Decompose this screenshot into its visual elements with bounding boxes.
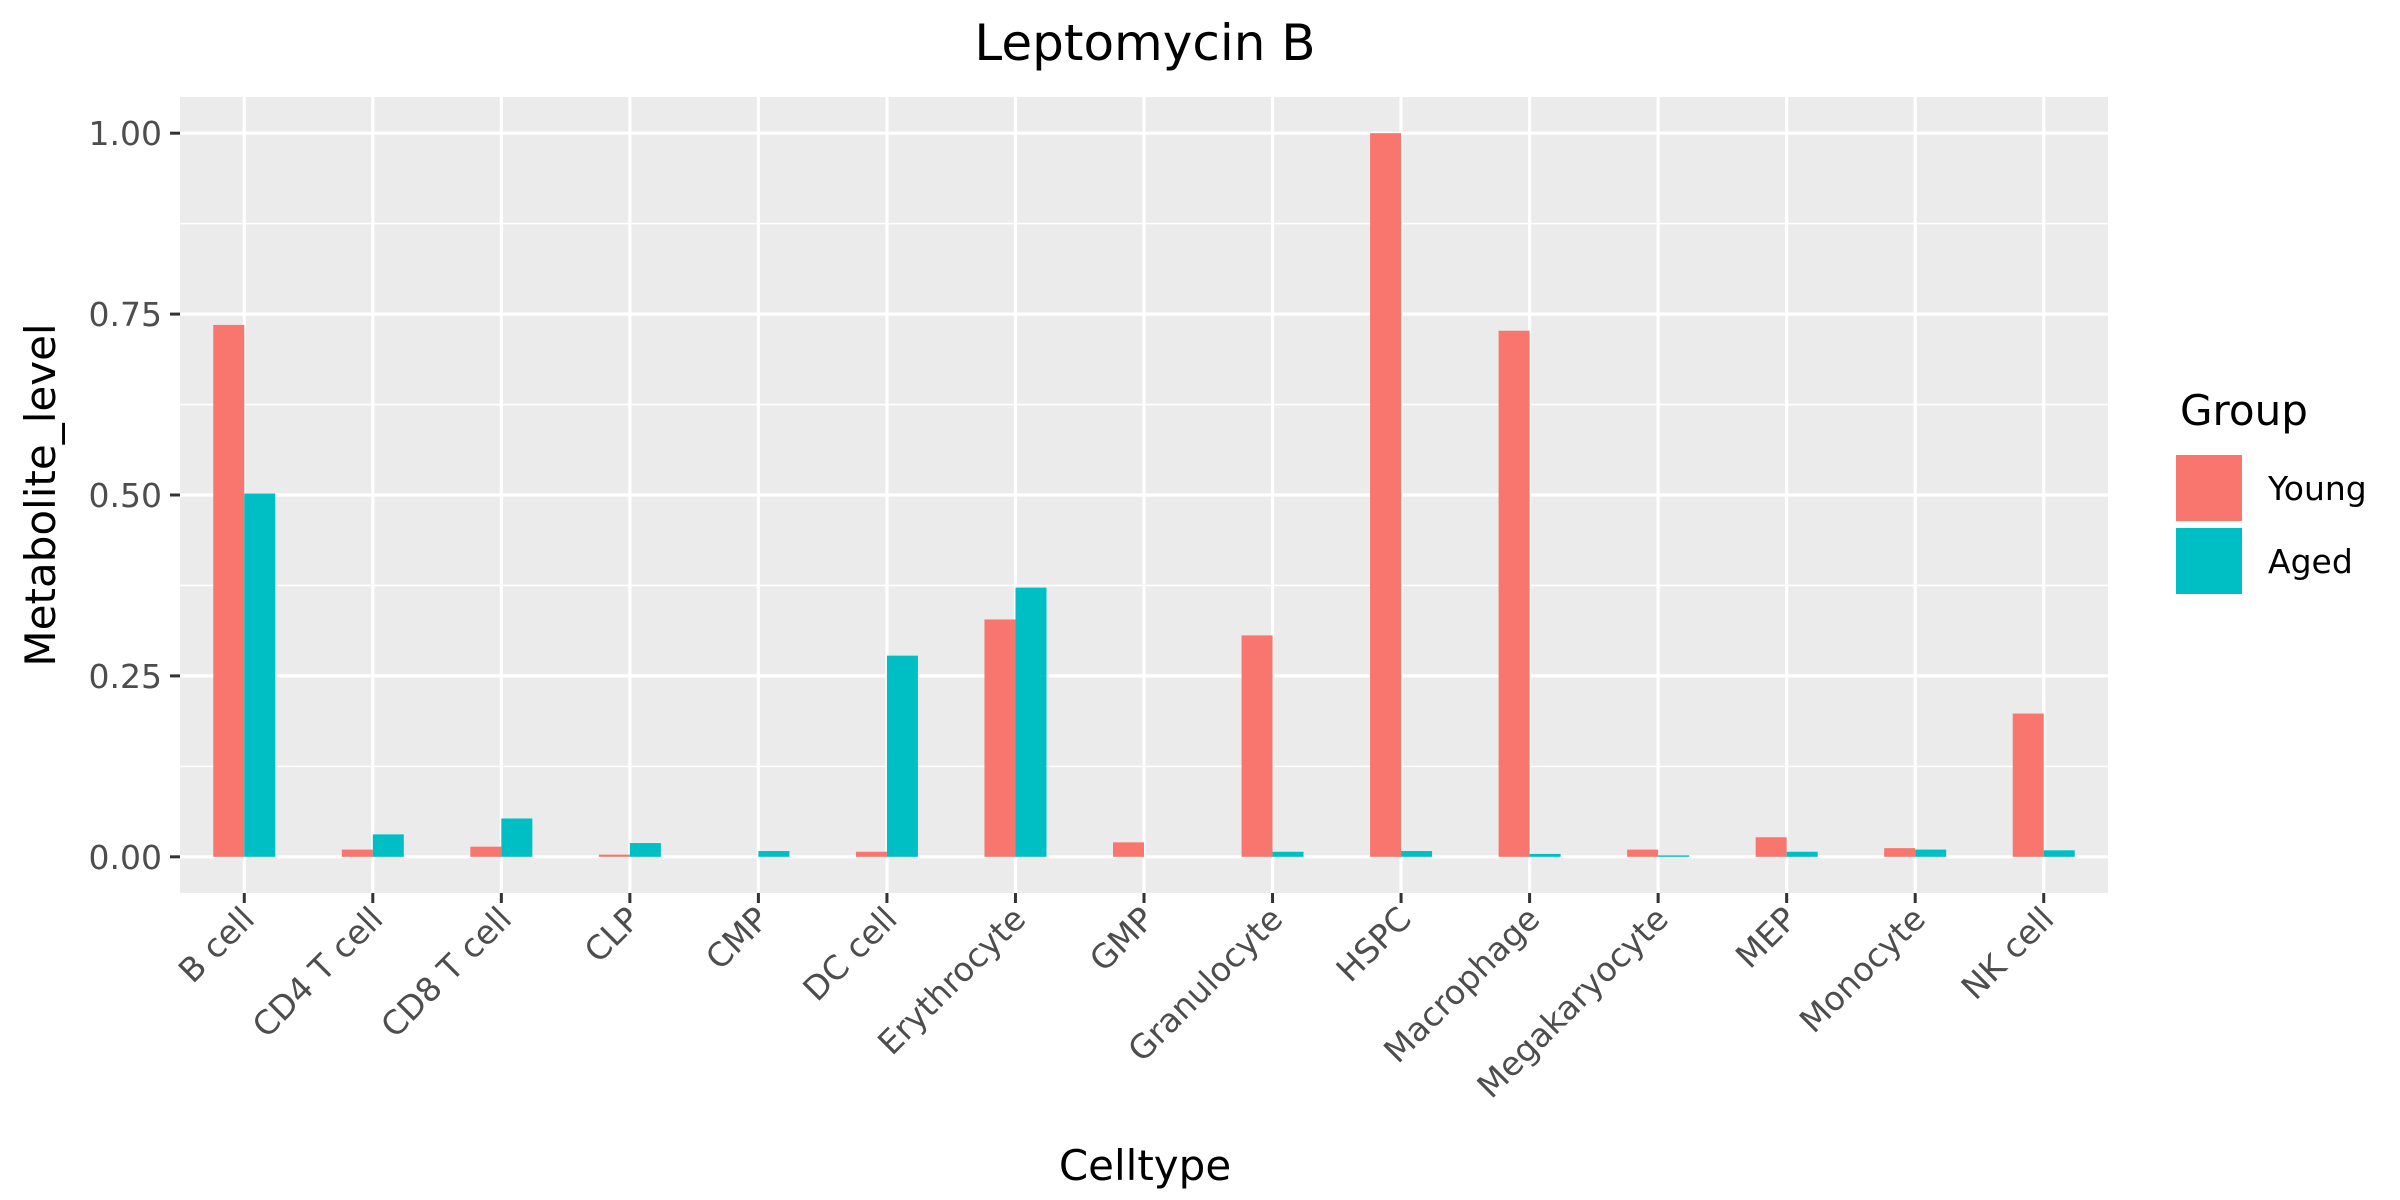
bar-young-granulocyte [1241,635,1273,857]
legend-label-young: Young [2267,469,2367,508]
x-tick-label: MEP [1728,899,1805,976]
bar-aged-cd8-t-cell [501,818,533,857]
bar-aged-cd4-t-cell [372,834,404,857]
bar-young-cd4-t-cell [341,849,373,857]
bar-aged-clp [629,843,661,857]
bar-aged-hspc [1401,851,1433,857]
bar-young-erythrocyte [984,619,1016,857]
x-tick-label: B cell [171,899,262,990]
bar-young-cd8-t-cell [470,846,502,857]
legend-key-aged [2176,528,2242,594]
bar-young-dc-cell [855,851,887,857]
y-tick-label: 0.75 [89,295,162,334]
x-tick-label: GMP [1082,899,1162,979]
x-tick-label: HSPC [1328,899,1418,989]
y-tick-label: 0.50 [89,476,162,515]
x-tick-label: CD4 T cell [245,899,391,1045]
x-tick-label: CLP [577,899,648,970]
bar-aged-monocyte [1915,849,1947,857]
bar-young-megakaryocyte [1627,849,1659,857]
bar-young-mep [1755,837,1787,857]
bar-young-monocyte [1884,848,1916,857]
legend: Group Young Aged [2176,386,2367,594]
bar-aged-mep [1786,851,1818,857]
x-tick-label: DC cell [795,899,904,1008]
bar-young-hspc [1370,133,1402,857]
bar-aged-dc-cell [886,655,918,857]
x-tick-label: CMP [698,899,776,977]
bar-aged-cmp [758,851,790,857]
bar-young-gmp [1113,842,1144,857]
bars [213,133,2075,857]
legend-key-young [2176,455,2242,521]
x-tick-label: CD8 T cell [373,899,519,1045]
bar-young-b-cell [213,324,245,857]
bar-aged-b-cell [244,493,276,857]
legend-title: Group [2180,386,2308,435]
bar-aged-nk-cell [2043,850,2075,857]
bar-young-clp [598,854,630,857]
bar-aged-granulocyte [1272,851,1304,857]
y-tick-label: 0.00 [89,838,162,877]
bar-young-nk-cell [2012,713,2044,857]
y-axis-title: Metabolite_level [16,323,65,666]
x-tick-label: Monocyte [1792,899,1933,1040]
y-axis: 0.00 0.25 0.50 0.75 1.00 [89,114,180,877]
x-tick-label: NK cell [1953,899,2061,1007]
bar-young-macrophage [1498,330,1530,857]
bar-aged-macrophage [1529,853,1561,857]
chart-title: Leptomycin B [974,14,1315,72]
x-axis-title: Celltype [1059,1141,1231,1190]
legend-label-aged: Aged [2268,542,2353,581]
bar-aged-megakaryocyte [1658,855,1690,857]
y-tick-label: 0.25 [89,657,162,696]
bar-aged-erythrocyte [1015,587,1047,857]
y-tick-label: 1.00 [89,114,162,153]
